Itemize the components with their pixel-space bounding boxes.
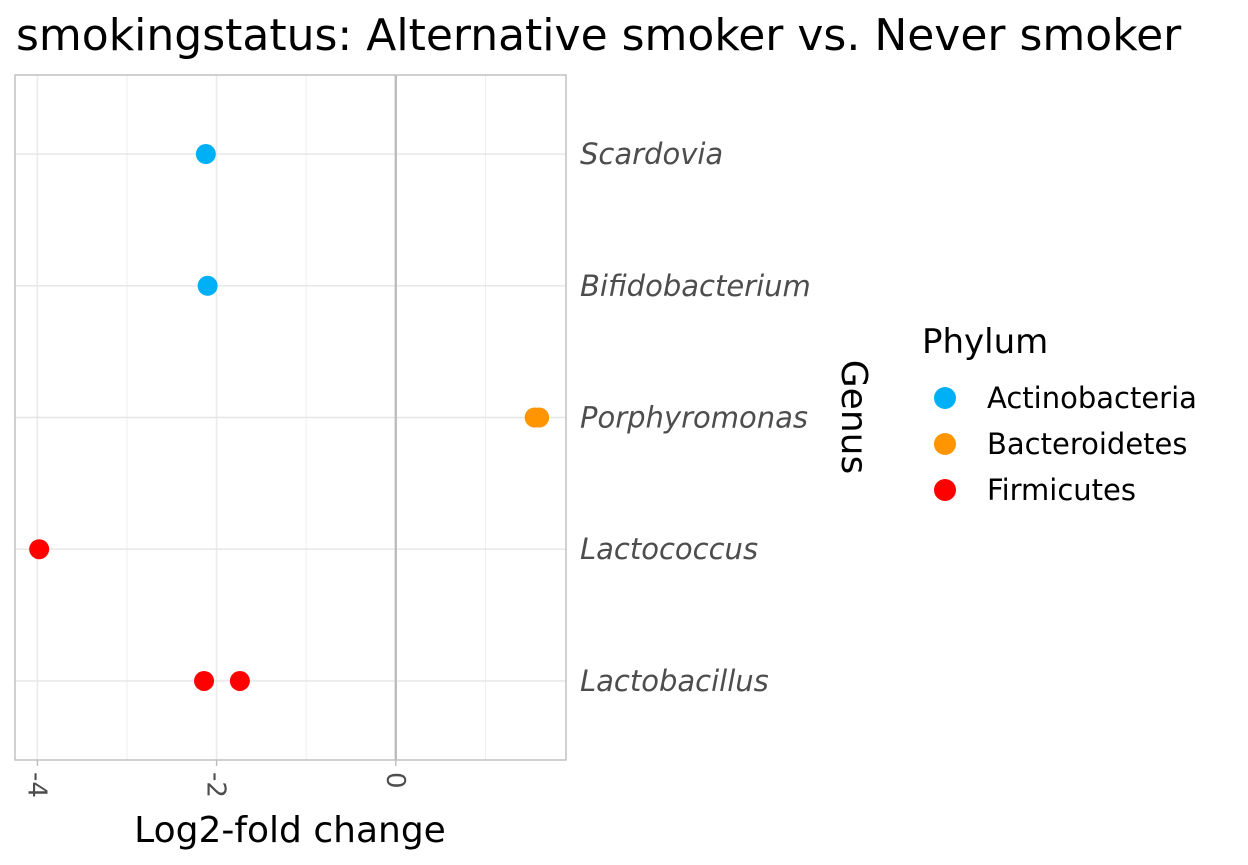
data-point [195,144,216,165]
y-tick-label: Porphyromonas [580,401,808,435]
x-tick-label: -4 [21,772,51,798]
legend: Phylum Actinobacteria Bacteroidetes Firmic… [922,322,1197,507]
data-point [194,670,215,691]
legend-swatch [934,479,956,501]
x-axis-title: Log2-fold change [134,810,446,851]
data-point [529,407,550,428]
panel-border [14,74,567,761]
y-tick-label: Lactococcus [580,532,758,566]
data-points [29,144,550,691]
legend-items: Actinobacteria Bacteroidetes Firmicutes [934,381,1197,507]
y-tick-label: Scardovia [580,137,723,171]
y-axis-title: Genus [833,360,874,474]
y-tick-label: Lactobacillus [580,664,769,698]
data-point [197,275,218,296]
y-axis-ticks: Lactobacillus Lactococcus Porphyromonas Bif… [580,137,811,698]
legend-swatch [934,387,956,409]
y-tick-label: Bifidobacterium [580,269,811,303]
legend-label: Bacteroidetes [987,427,1187,461]
legend-title: Phylum [922,322,1048,362]
data-point [29,539,50,560]
plot-panel [14,74,567,761]
legend-label: Firmicutes [987,473,1136,507]
x-tick-label: -2 [201,772,231,798]
legend-label: Actinobacteria [987,381,1197,415]
data-point [229,670,250,691]
legend-swatch [934,433,956,455]
x-tick-label: 0 [380,772,410,789]
chart-title: smokingstatus: Alternative smoker vs. Ne… [16,10,1182,61]
x-axis-ticks: -4 -2 0 [21,760,410,798]
